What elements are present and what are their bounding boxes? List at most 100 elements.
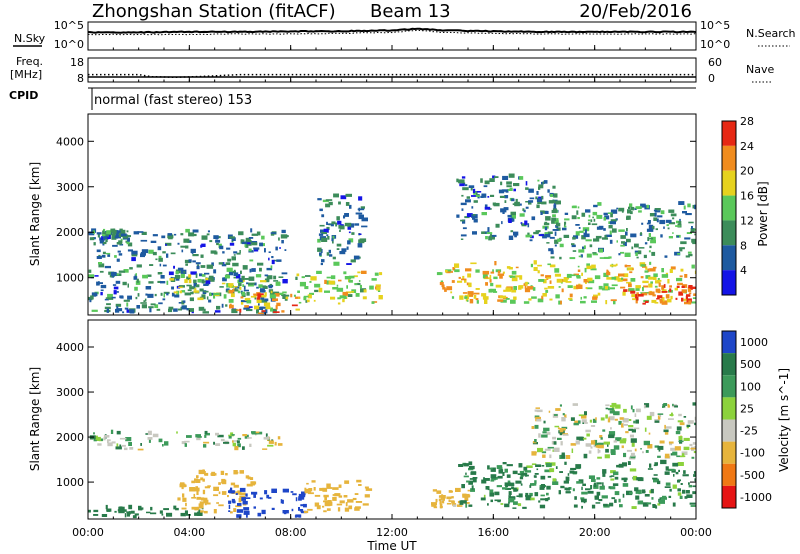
heatmap-cell: [647, 268, 650, 273]
heatmap-cell: [275, 282, 281, 286]
power-colorbar-tick: 20: [740, 165, 754, 178]
heatmap-cell: [138, 508, 143, 511]
heatmap-cell: [228, 299, 234, 303]
heatmap-cell: [586, 445, 591, 447]
heatmap-cell: [686, 294, 691, 297]
heatmap-cell: [283, 511, 287, 515]
heatmap-cell: [593, 204, 598, 208]
heatmap-cell: [668, 441, 674, 444]
heatmap-cell: [278, 237, 280, 241]
heatmap-cell: [95, 435, 98, 440]
heatmap-cell: [554, 220, 559, 224]
power-y-tick-label: 1000: [56, 272, 84, 285]
heatmap-cell: [610, 209, 618, 214]
heatmap-cell: [273, 311, 280, 313]
heatmap-cell: [485, 282, 488, 286]
heatmap-cell: [106, 439, 111, 442]
heatmap-cell: [677, 420, 684, 423]
heatmap-cell: [580, 296, 582, 300]
heatmap-cell: [630, 211, 633, 215]
heatmap-cell: [359, 238, 367, 242]
heatmap-cell: [665, 466, 669, 471]
heatmap-cell: [679, 275, 683, 278]
noise-left-tick-bottom: 10^0: [54, 38, 84, 51]
heatmap-cell: [496, 485, 502, 488]
heatmap-cell: [219, 286, 224, 288]
heatmap-cell: [527, 223, 530, 228]
heatmap-cell: [665, 219, 672, 223]
heatmap-cell: [321, 214, 325, 218]
heatmap-cell: [463, 475, 469, 478]
heatmap-cell: [271, 259, 275, 265]
heatmap-cell: [204, 272, 210, 275]
heatmap-cell: [143, 300, 146, 302]
date-label: 20/Feb/2016: [579, 1, 692, 22]
heatmap-cell: [317, 238, 321, 243]
heatmap-cell: [554, 239, 559, 244]
heatmap-cell: [210, 473, 217, 476]
heatmap-cell: [693, 474, 696, 477]
heatmap-cell: [658, 449, 661, 452]
heatmap-cell: [324, 496, 327, 501]
heatmap-cell: [336, 287, 344, 292]
heatmap-cell: [439, 503, 443, 509]
heatmap-cell: [278, 276, 284, 278]
heatmap-cell: [162, 298, 166, 301]
heatmap-cell: [556, 222, 559, 227]
heatmap-cell: [679, 422, 685, 426]
heatmap-cell: [654, 445, 659, 448]
heatmap-cell: [466, 300, 469, 302]
heatmap-cell: [518, 285, 522, 290]
heatmap-cell: [542, 293, 547, 297]
heatmap-cell: [170, 252, 176, 255]
heatmap-cell: [557, 427, 560, 430]
heatmap-cell: [484, 180, 490, 185]
heatmap-cell: [546, 432, 551, 435]
heatmap-cell: [473, 218, 478, 223]
heatmap-cell: [631, 429, 636, 433]
heatmap-cell: [342, 298, 345, 303]
heatmap-cell: [624, 252, 631, 257]
heatmap-cell: [577, 206, 580, 209]
heatmap-cell: [592, 216, 594, 219]
heatmap-cell: [438, 498, 442, 502]
heatmap-cell: [609, 502, 614, 507]
heatmap-cell: [596, 477, 601, 480]
heatmap-cell: [268, 251, 271, 253]
heatmap-cell: [554, 425, 560, 428]
heatmap-cell: [231, 434, 235, 436]
heatmap-cell: [602, 482, 604, 487]
heatmap-cell: [473, 295, 477, 299]
heatmap-cell: [442, 287, 446, 290]
heatmap-cell: [586, 253, 592, 258]
heatmap-cell: [107, 293, 113, 298]
heatmap-cell: [511, 198, 515, 202]
heatmap-cell: [499, 275, 503, 279]
heatmap-cell: [581, 498, 587, 503]
heatmap-cell: [248, 248, 252, 252]
heatmap-cell: [676, 220, 679, 224]
heatmap-cell: [653, 209, 657, 212]
heatmap-cell: [201, 243, 206, 247]
heatmap-cell: [510, 211, 516, 216]
heatmap-cell: [529, 197, 535, 200]
heatmap-cell: [162, 251, 166, 254]
heatmap-cell: [277, 436, 281, 440]
heatmap-cell: [530, 235, 534, 239]
heatmap-cell: [247, 242, 251, 245]
heatmap-cell: [506, 185, 512, 188]
heatmap-cell: [596, 214, 603, 219]
heatmap-cell: [674, 287, 678, 291]
heatmap-cell: [90, 276, 94, 279]
heatmap-cell: [546, 242, 550, 244]
heatmap-cell: [209, 240, 213, 243]
heatmap-cell: [260, 306, 267, 309]
heatmap-cell: [193, 487, 200, 492]
heatmap-cell: [668, 222, 676, 225]
heatmap-cell: [569, 293, 573, 298]
heatmap-cell: [459, 295, 464, 300]
heatmap-cell: [643, 285, 649, 288]
heatmap-cell: [126, 302, 129, 307]
heatmap-cell: [465, 503, 468, 508]
heatmap-cell: [241, 497, 246, 501]
